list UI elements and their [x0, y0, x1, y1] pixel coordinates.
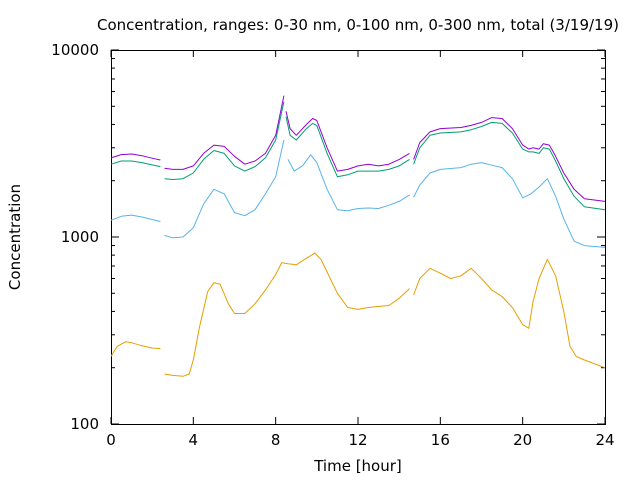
series-4-segment-1: [110, 341, 161, 357]
x-tick-label: 20: [513, 431, 532, 449]
series-3-segment-4: [413, 162, 606, 248]
x-tick-label: 24: [595, 431, 614, 449]
x-axis-label: Time [hour]: [313, 457, 402, 475]
x-tick-label: 12: [348, 431, 367, 449]
series-2-segment-3: [285, 116, 410, 178]
x-tick-label: 8: [271, 431, 281, 449]
series-1-segment-4: [413, 117, 606, 202]
series-2-segment-2: [164, 101, 285, 180]
series-2-segment-4: [413, 121, 606, 211]
chart-title: Concentration, ranges: 0-30 nm, 0-100 nm…: [97, 16, 619, 34]
y-tick-label: 10000: [51, 41, 99, 59]
y-tick-label: 1000: [61, 228, 99, 246]
series-layer: [110, 95, 606, 377]
y-axis-label: Concentration: [6, 184, 24, 290]
y-tick-label: 100: [70, 415, 99, 433]
axis-ticks: 0 4 8 12 16 20 24 100 1000 10000: [51, 41, 614, 449]
x-tick-label: 0: [106, 431, 116, 449]
series-1-segment-1: [110, 153, 161, 161]
series-4-segment-3: [413, 258, 606, 369]
series-1-segment-2: [164, 95, 285, 170]
x-tick-label: 4: [189, 431, 199, 449]
series-3-segment-1: [110, 214, 161, 222]
plot-frame: [111, 50, 606, 425]
series-1-segment-3: [285, 111, 410, 172]
series-3-segment-3: [287, 154, 410, 212]
series-4-segment-2: [164, 252, 410, 377]
series-3-segment-2: [164, 139, 285, 239]
x-tick-label: 16: [431, 431, 450, 449]
series-2-segment-1: [110, 160, 161, 168]
